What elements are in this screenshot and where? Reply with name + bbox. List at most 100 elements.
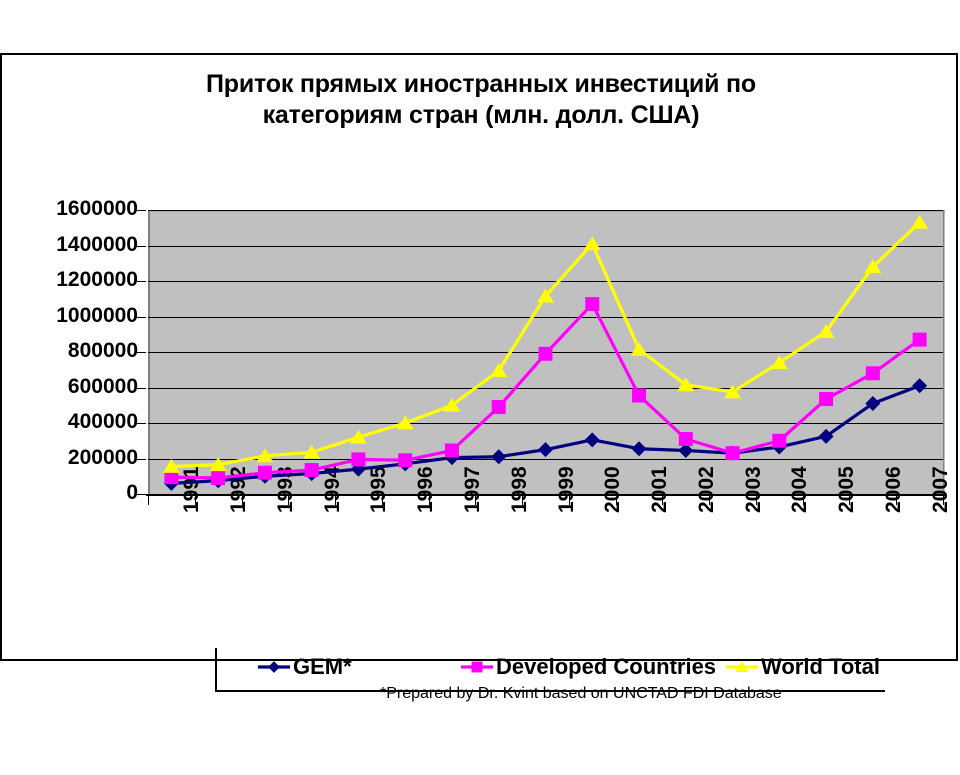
data-point-marker <box>444 443 459 458</box>
series-line <box>171 384 921 485</box>
x-axis-tick <box>522 496 523 505</box>
data-point-marker <box>398 453 413 468</box>
data-point-marker <box>631 441 647 457</box>
data-point-marker <box>584 432 600 448</box>
legend-entry[interactable]: World Total <box>725 652 880 682</box>
series-line <box>171 221 921 469</box>
data-point-marker <box>538 442 553 458</box>
chart-frame: Приток прямых иностранных инвестиций по … <box>0 53 960 692</box>
data-point-marker <box>211 471 226 486</box>
y-axis-tick-label: 1200000 <box>56 268 138 291</box>
data-point-marker <box>351 452 366 467</box>
x-axis-tick <box>803 496 804 505</box>
data-point-marker <box>725 446 740 461</box>
data-point-marker <box>538 346 553 361</box>
data-point-marker <box>864 259 882 274</box>
chart-title-line-2: категориям стран (млн. долл. США) <box>262 101 700 129</box>
data-point-marker <box>912 332 927 347</box>
series-developed-countries <box>164 297 927 486</box>
x-axis-tick <box>335 496 336 505</box>
y-axis-tick-label: 600000 <box>67 374 138 398</box>
gridline <box>148 281 943 282</box>
data-point-marker <box>209 457 227 472</box>
data-point-marker <box>818 428 834 444</box>
y-axis-tick <box>137 317 146 318</box>
y-axis-labels: 0 200000 400000 600000 800000 1000000 1200000 1… <box>2 55 138 775</box>
y-axis-tick-label: 1000000 <box>56 303 138 327</box>
data-point-marker <box>257 465 272 480</box>
y-axis-tick <box>137 352 146 353</box>
y-axis-tick-label: 1400000 <box>56 232 138 256</box>
legend-marker-square-icon <box>461 661 493 673</box>
x-axis-tick <box>148 496 149 505</box>
x-axis-tick <box>195 496 196 505</box>
x-axis-tick <box>616 496 617 505</box>
y-axis-tick <box>137 246 146 247</box>
data-point-marker <box>164 470 179 485</box>
x-axis-tick <box>709 496 710 505</box>
chart-footnote: *Prepared by Dr. Kvint based on UNCTAD F… <box>380 685 782 702</box>
gridline <box>148 459 943 460</box>
gridline <box>148 423 943 424</box>
y-axis-tick <box>137 459 146 460</box>
x-axis-tick <box>896 496 897 505</box>
data-point-marker <box>678 443 694 459</box>
y-axis-tick-label: 800000 <box>67 339 138 362</box>
gridline <box>148 317 943 318</box>
data-point-marker <box>772 433 787 448</box>
chart-legend: GEM* Developed Countries World Total <box>215 648 885 692</box>
x-axis-tick <box>242 496 243 505</box>
data-point-marker <box>491 449 507 465</box>
legend-entry[interactable]: GEM* <box>257 652 352 682</box>
y-axis-tick-label: 0 <box>126 481 138 504</box>
x-axis-tick <box>943 496 944 505</box>
data-point-marker <box>678 431 693 446</box>
y-axis-tick <box>137 281 146 282</box>
x-axis-tick <box>569 496 570 505</box>
data-point-marker <box>865 395 881 411</box>
x-axis-tick <box>382 496 383 505</box>
y-axis-tick <box>137 388 146 389</box>
data-point-marker <box>443 397 461 412</box>
chart-title: Приток прямых иностранных инвестиций по … <box>2 69 960 131</box>
series-world-total <box>162 214 929 473</box>
data-point-marker <box>537 288 554 303</box>
chart-title-line-1: Приток прямых иностранных инвестиций по <box>206 70 756 98</box>
data-point-marker <box>583 236 601 251</box>
data-point-marker <box>912 378 928 394</box>
legend-label: GEM* <box>293 654 352 679</box>
plot-right-border <box>943 210 944 494</box>
x-axis-tick <box>475 496 476 505</box>
gridline <box>148 388 943 389</box>
data-point-marker <box>491 400 506 415</box>
data-point-marker <box>349 429 367 444</box>
y-axis-tick-label: 400000 <box>67 410 138 433</box>
x-axis-tick <box>288 496 289 505</box>
series-gem <box>163 378 928 491</box>
data-point-marker <box>911 214 929 229</box>
legend-entry[interactable]: Developed Countries <box>460 652 716 682</box>
data-point-marker <box>396 415 414 430</box>
data-point-marker <box>677 377 695 392</box>
legend-label: World Total <box>761 654 880 679</box>
data-point-marker <box>724 384 742 399</box>
legend-marker-triangle-icon <box>726 661 758 672</box>
data-point-marker <box>817 324 835 338</box>
data-point-marker <box>304 463 319 478</box>
data-point-marker <box>256 448 274 463</box>
data-point-marker <box>490 363 508 378</box>
data-point-marker <box>585 297 600 312</box>
legend-marker-diamond-icon <box>258 661 290 673</box>
x-axis-tick <box>429 496 430 505</box>
y-axis-tick-label: 200000 <box>67 445 138 469</box>
data-point-marker <box>632 388 647 403</box>
y-axis-tick <box>137 423 146 424</box>
y-axis-tick-label: 1600000 <box>56 197 138 220</box>
data-point-marker <box>444 450 460 466</box>
data-series-layer <box>162 214 929 491</box>
data-point-marker <box>819 392 834 407</box>
x-axis-tick <box>756 496 757 505</box>
data-point-marker <box>630 341 648 356</box>
x-axis-line <box>146 494 945 496</box>
y-axis-tick <box>137 210 146 211</box>
